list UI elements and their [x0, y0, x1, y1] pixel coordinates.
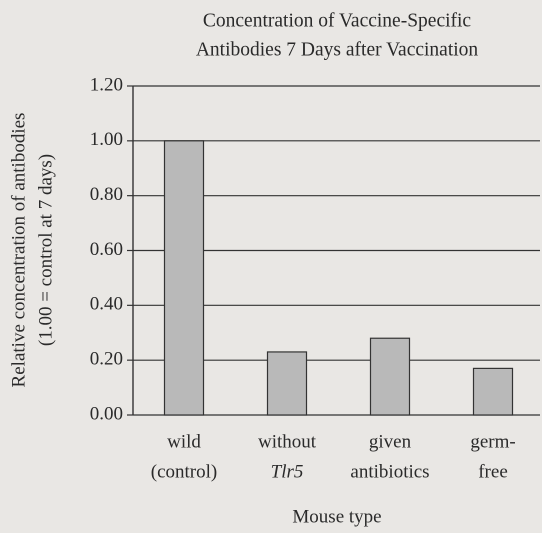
y-tick-label: 0.80 — [90, 184, 123, 205]
x-tick-label: (control) — [151, 461, 217, 482]
y-tick-label: 0.00 — [90, 403, 123, 424]
x-tick-label: germ- — [470, 431, 515, 452]
chart-title: Antibodies 7 Days after Vaccination — [196, 39, 479, 60]
bar — [266, 351, 308, 416]
y-axis-label: Relative concentration of antibodies — [8, 113, 29, 388]
x-tick-label: without — [258, 431, 317, 452]
y-tick-label: 0.40 — [90, 294, 123, 315]
x-tick-label: given — [369, 431, 412, 452]
x-axis-label: Mouse type — [292, 506, 381, 527]
x-tick-label: antibiotics — [350, 461, 429, 482]
y-tick-label: 0.60 — [90, 239, 123, 260]
x-tick-label: free — [478, 461, 508, 482]
bar — [472, 367, 514, 416]
x-tick-label: wild — [167, 431, 201, 452]
y-tick-label: 1.20 — [90, 74, 123, 95]
x-tick-label: Tlr5 — [271, 461, 304, 482]
y-tick-label: 1.00 — [90, 129, 123, 150]
y-tick-label: 0.20 — [90, 349, 123, 370]
bar — [163, 140, 205, 416]
chart-title: Concentration of Vaccine-Specific — [203, 10, 472, 31]
y-axis-label: (1.00 = control at 7 days) — [35, 154, 56, 346]
bar — [369, 337, 411, 416]
